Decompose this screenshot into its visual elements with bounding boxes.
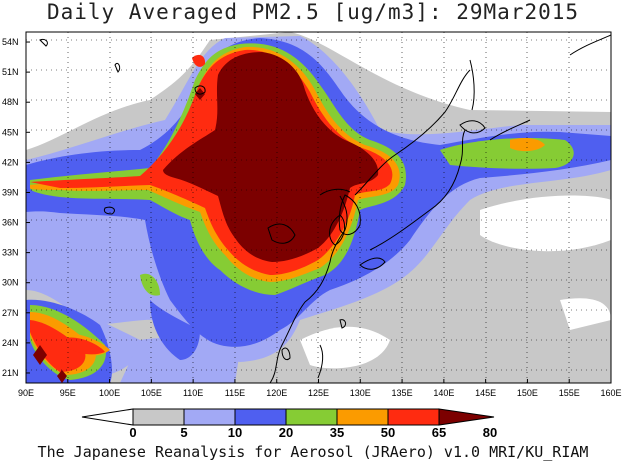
- legend-arrow-high: [438, 408, 495, 426]
- lon-label-130E: 130E: [350, 388, 371, 398]
- lon-label-120E: 120E: [266, 388, 287, 398]
- color-legend: 0 5 10 20 35 50 65 80: [81, 408, 497, 440]
- longitude-labels: 90E 95E 100E 105E 110E 115E 120E 125E 130E 135E 14…: [18, 379, 622, 398]
- lat-label-24N: 24N: [2, 338, 19, 348]
- legend-label-80: 80: [483, 425, 497, 440]
- lat-label-33N: 33N: [2, 248, 19, 258]
- legend-label-50: 50: [381, 425, 395, 440]
- footer-credit: The Japanese Reanalysis for Aerosol (JRA…: [37, 443, 589, 461]
- coastlines: [39, 34, 611, 383]
- legend-label-5: 5: [180, 425, 187, 440]
- legend-label-0: 0: [129, 425, 136, 440]
- lon-label-90E: 90E: [18, 388, 34, 398]
- legend-swatch-5: [132, 408, 185, 426]
- legend-swatch-65: [387, 408, 440, 426]
- lat-label-48N: 48N: [2, 97, 19, 107]
- level-darkred: [33, 52, 379, 383]
- legend-label-10: 10: [228, 425, 242, 440]
- lon-label-105E: 105E: [141, 388, 162, 398]
- lat-label-39N: 39N: [2, 187, 19, 197]
- lon-label-140E: 140E: [433, 388, 454, 398]
- lat-label-42N: 42N: [2, 157, 19, 167]
- legend-swatch-10: [183, 408, 236, 426]
- lat-label-54N: 54N: [2, 37, 19, 47]
- lat-label-30N: 30N: [2, 278, 19, 288]
- lon-label-115E: 115E: [225, 388, 245, 398]
- lon-label-150E: 150E: [517, 388, 538, 398]
- lon-label-135E: 135E: [392, 388, 413, 398]
- lon-label-95E: 95E: [60, 388, 76, 398]
- lon-label-125E: 125E: [308, 388, 329, 398]
- lat-label-27N: 27N: [2, 308, 19, 318]
- lon-label-100E: 100E: [99, 388, 120, 398]
- legend-label-35: 35: [330, 425, 344, 440]
- lat-label-21N: 21N: [2, 368, 19, 378]
- pm25-field: [26, 32, 611, 383]
- lat-label-51N: 51N: [2, 67, 19, 77]
- lat-label-45N: 45N: [2, 127, 19, 137]
- latitude-labels: 21N 24N 27N 30N 33N 36N 39N 42N 45N 48N 51N 54N: [2, 37, 30, 378]
- legend-swatch-20: [234, 408, 287, 426]
- legend-label-20: 20: [279, 425, 293, 440]
- legend-swatch-35: [285, 408, 338, 426]
- legend-swatch-50: [336, 408, 389, 426]
- lon-label-145E: 145E: [475, 388, 496, 398]
- graticule: [26, 32, 611, 383]
- lon-label-155E: 155E: [559, 388, 580, 398]
- map-title: Daily Averaged PM2.5 [ug/m3]: 29Mar2015: [46, 0, 580, 24]
- lat-label-36N: 36N: [2, 218, 19, 228]
- legend-arrow-low: [81, 408, 134, 426]
- lon-label-160E: 160E: [600, 388, 621, 398]
- legend-label-65: 65: [432, 425, 446, 440]
- lon-label-110E: 110E: [183, 388, 203, 398]
